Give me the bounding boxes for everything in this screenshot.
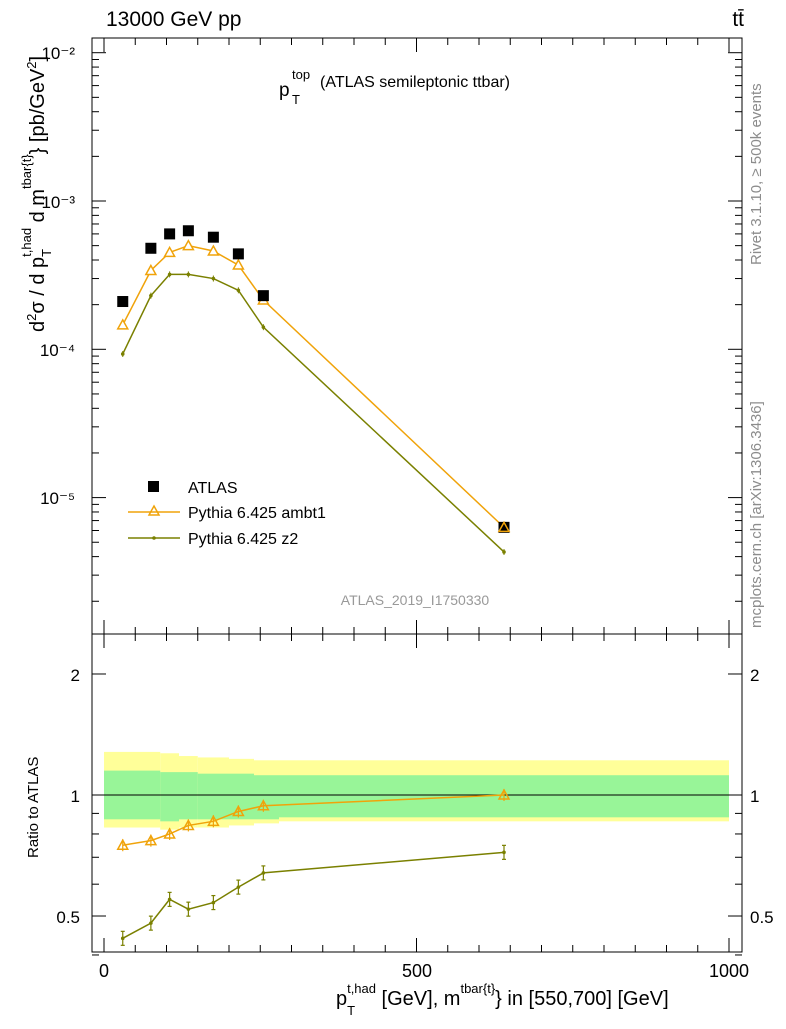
legend-item-atlas: ATLAS [148, 480, 238, 497]
rivet-label: Rivet 3.1.10, ≥ 500k events [748, 83, 765, 265]
ratio-y-tick-label-2-right: 2 [750, 666, 759, 685]
ratio-point-z2 [236, 885, 241, 889]
main-axis-ticks [92, 38, 742, 634]
series-line-ambt1 [122, 244, 505, 528]
ratio-plot-series [116, 788, 511, 946]
main-plot-title: p top T (ATLAS semileptonic ttbar) [279, 67, 510, 107]
ratio-line-z2 [122, 851, 505, 939]
ratio-y-tick-label-1-right: 1 [750, 787, 759, 806]
mcplots-label: mcplots.cern.ch [arXiv:1306.3436] [748, 401, 765, 628]
ratio-point-ambt1 [144, 834, 158, 846]
band-inner [197, 773, 229, 820]
main-y-tick-label-1e-2: 10⁻² [41, 44, 75, 63]
series-line-z2 [122, 273, 505, 553]
point-z2 [261, 325, 266, 329]
point-z2 [236, 288, 241, 293]
ratio-point-z2 [261, 871, 266, 875]
ratio-y-tick-label-2-left: 2 [71, 666, 80, 685]
legend-label-ambt1: Pythia 6.425 ambt1 [188, 505, 326, 522]
ratio-y-tick-label-1-left: 1 [71, 787, 80, 806]
point-ambt1-overlay [497, 520, 511, 533]
point-atlas [232, 248, 244, 260]
main-y-tick-label-1e-4: 10⁻⁴ [40, 341, 75, 360]
point-ambt1 [207, 244, 220, 256]
ratio-y-tick-label-05-right: 0.5 [750, 908, 774, 927]
ratio-point-ambt1 [116, 838, 130, 850]
main-y-tick-label-1e-5: 10⁻⁵ [40, 489, 75, 508]
svg-text:p: p [279, 80, 290, 101]
ratio-point-ambt1 [163, 827, 176, 839]
band-inner [160, 772, 179, 822]
main-y-axis-label: d2σ / d pTt,had d mtbar{t}} [pb/GeV2] [19, 56, 54, 332]
ratio-line-ambt1 [122, 794, 505, 846]
ratio-point-z2 [149, 921, 153, 925]
analysis-id: ATLAS_2019_I1750330 [341, 592, 490, 608]
point-atlas [182, 225, 194, 237]
ratio-point-ambt1 [182, 818, 195, 831]
main-plot-series [116, 225, 511, 555]
ratio-plot: 2 1 0.5 2 1 0.5 Ratio to ATLAS 0 500 100… [25, 633, 774, 1018]
main-y-tick-label-1e-3: 10⁻³ [41, 193, 75, 212]
svg-text:top: top [292, 67, 310, 82]
point-atlas [145, 242, 157, 254]
x-tick-label-1000: 1000 [709, 961, 749, 981]
ratio-point-ambt1 [257, 799, 270, 811]
point-z2 [186, 272, 191, 277]
point-ambt1 [232, 258, 245, 270]
legend-marker-z2 [152, 536, 156, 540]
point-z2 [167, 272, 172, 277]
point-z2 [211, 276, 216, 281]
legend-item-ambt1: Pythia 6.425 ambt1 [128, 504, 326, 522]
x-tick-label-0: 0 [99, 961, 109, 981]
svg-text:T: T [292, 92, 300, 107]
ratio-point-ambt1 [497, 788, 511, 800]
process-label: tt̄ [732, 8, 744, 31]
svg-text:(ATLAS semileptonic ttbar): (ATLAS semileptonic ttbar) [320, 74, 510, 91]
point-ambt1 [144, 263, 158, 276]
point-ambt1 [116, 318, 130, 330]
ratio-point-z2 [211, 900, 216, 905]
ratio-point-z2 [502, 850, 506, 855]
ratio-point-z2 [120, 936, 125, 941]
legend-label-z2: Pythia 6.425 z2 [188, 531, 298, 548]
ratio-point-z2 [186, 907, 191, 911]
energy-label: 13000 GeV pp [106, 8, 241, 31]
point-atlas [207, 231, 219, 243]
band-inner [254, 775, 279, 820]
point-ambt1 [163, 245, 176, 258]
legend-marker-atlas [148, 481, 159, 492]
svg-text:d2σ / d pTt,had d mtbar{t}} [p: d2σ / d pTt,had d mtbar{t}} [pb/GeV2] [19, 56, 54, 332]
point-z2 [149, 293, 153, 298]
point-atlas [257, 290, 269, 302]
legend-item-z2: Pythia 6.425 z2 [128, 531, 298, 548]
ratio-y-tick-label-05-left: 0.5 [56, 908, 80, 927]
ratio-uncertainty-bands [104, 751, 729, 830]
x-tick-label-500: 500 [402, 961, 432, 981]
point-z2 [120, 352, 125, 356]
point-atlas [164, 228, 176, 240]
point-atlas [498, 521, 510, 533]
point-atlas [117, 296, 129, 308]
svg-text:pTt,had [GeV], mtbar{t}} in [5: pTt,had [GeV], mtbar{t}} in [550,700] [G… [336, 981, 669, 1018]
x-axis-label: pTt,had [GeV], mtbar{t}} in [550,700] [G… [336, 981, 669, 1018]
point-z2 [502, 550, 506, 554]
ratio-axis-ticks [92, 634, 742, 956]
legend: ATLAS Pythia 6.425 ambt1 Pythia 6.425 z2 [128, 480, 326, 548]
ratio-y-axis-label: Ratio to ATLAS [25, 757, 42, 858]
ratio-point-z2 [167, 897, 172, 902]
ratio-point-ambt1 [207, 814, 220, 827]
legend-marker-ambt1 [147, 504, 161, 516]
band-inner [179, 772, 198, 820]
ratio-plot-frame [91, 633, 743, 953]
legend-label-atlas: ATLAS [188, 480, 238, 497]
ratio-point-ambt1 [232, 804, 245, 817]
main-plot: 10⁻² 10⁻³ 10⁻⁴ 10⁻⁵ p top T (ATLAS semil… [19, 37, 743, 635]
point-ambt1 [182, 239, 195, 251]
